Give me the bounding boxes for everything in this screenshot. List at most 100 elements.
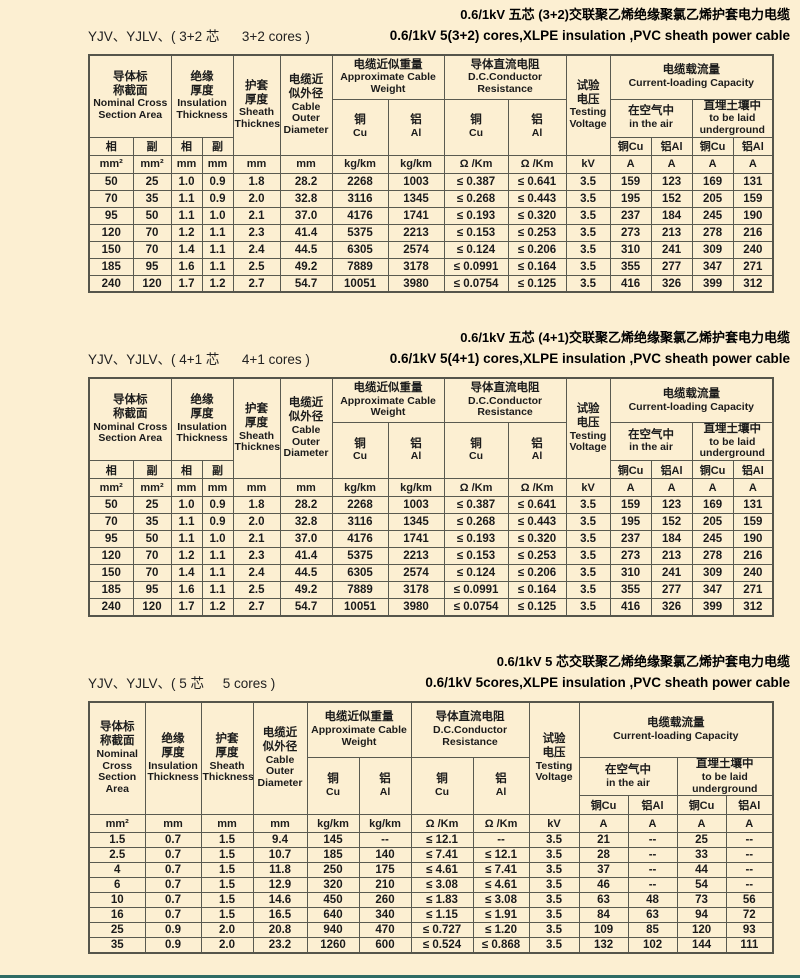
data-cell: 1.2 (170, 223, 203, 242)
data-cell: ≤ 1.20 (472, 922, 530, 939)
header-row: 导体标 称截面 Nominal Cross Section Area 绝缘 厚度… (88, 701, 774, 816)
table-row: 240 120 1.7 1.2 2.7 54.7 10051 3980 ≤ 0.0754 ≤ 0.… (88, 598, 774, 617)
data-cell: 35 (132, 189, 172, 208)
unit-cell: mm (252, 814, 308, 834)
data-cell: 70 (88, 513, 134, 532)
data-cell: 2.5 (232, 257, 281, 276)
header-label-cn: 铜 (436, 773, 448, 786)
data-cell: 5375 (331, 547, 389, 566)
data-cell: 450 (306, 892, 360, 909)
subcol-aux: 副 (132, 460, 172, 480)
data-cell: 470 (358, 922, 412, 939)
table-row: 50 25 1.0 0.9 1.8 28.2 2268 1003 ≤ 0.387 ≤ 0.641 3… (88, 496, 774, 515)
subcol-resistance-cu: 铜 Cu (443, 421, 509, 480)
data-cell: 185 (306, 847, 360, 864)
header-label-en: Nominal Cross Section Area (96, 747, 138, 796)
data-cell: -- (627, 862, 678, 879)
table-body: 50 25 1.0 0.9 1.8 28.2 2268 1003 ≤ 0.387 ≤ 0.641 3… (88, 496, 774, 617)
data-cell: ≤ 7.41 (472, 862, 530, 879)
data-cell: 111 (725, 937, 774, 954)
unit-cell: A (732, 154, 774, 174)
data-cell: 2.7 (232, 274, 281, 293)
data-cell: 48 (627, 892, 678, 909)
data-cell: 32.8 (279, 189, 333, 208)
data-cell: 3.5 (528, 877, 580, 894)
data-cell: 1.1 (170, 530, 203, 549)
data-cell: 240 (88, 598, 134, 617)
data-cell: 1.5 (200, 847, 254, 864)
header-label-en: to be laid underground (699, 112, 765, 137)
subcol-aux: 副 (201, 460, 234, 480)
data-cell: 2.5 (232, 581, 281, 600)
data-cell: 184 (650, 530, 693, 549)
unit-cell: mm (279, 154, 333, 174)
data-cell: 241 (650, 564, 693, 583)
data-cell: 309 (691, 240, 734, 259)
table-section: 0.6/1kV 五芯 (3+2)交联聚乙烯绝缘聚氯乙烯护套电力电缆 0.6/1k… (88, 0, 800, 294)
data-cell: ≤ 0.868 (472, 937, 530, 954)
data-cell: 25 (676, 832, 727, 849)
col-header-cable-weight: 电缆近似重量 Approximate Cable Weight (331, 377, 445, 423)
header-label-cn: 在空气中 (605, 763, 652, 776)
data-cell: 2213 (387, 223, 445, 242)
data-cell: 3.5 (565, 496, 611, 515)
header-label-cn: 电缆载流量 (662, 64, 721, 77)
bottom-edge-bar (0, 975, 800, 978)
header-row: 铜 Cu 铝 Al 铜 Cu 铝 Al (89, 98, 774, 156)
data-cell: 271 (732, 257, 774, 276)
units-row: mm² mm² mm mm mm mm kg/km kg/km Ω /Km Ω /Km kV A A A A (88, 154, 774, 174)
data-cell: 44.5 (279, 240, 333, 259)
subcol-al-air: 铝Al (627, 795, 678, 816)
data-cell: 3.5 (565, 240, 611, 259)
header-label-en: Cable Outer Diameter (283, 423, 329, 460)
col-header-testing-voltage: 试验 电压 Testing Voltage (565, 54, 611, 156)
data-cell: 5375 (331, 223, 389, 242)
data-cell: 49.2 (279, 581, 333, 600)
data-cell: ≤ 0.125 (507, 274, 567, 293)
unit-cell: kV (565, 154, 611, 174)
header-label-cn: 铜 (327, 773, 339, 786)
unit-cell: Ω /Km (443, 478, 509, 498)
data-cell: 16.5 (252, 907, 308, 924)
header-label-en: Testing Voltage (569, 429, 607, 454)
data-cell: 70 (132, 223, 172, 242)
data-cell: 1345 (387, 513, 445, 532)
header-row: 相 副 相 副 铜Cu 铝Al 铜Cu 铝Al (88, 136, 774, 156)
header-label-en: in the air (629, 118, 673, 131)
table-row: 120 70 1.2 1.1 2.3 41.4 5375 2213 ≤ 0.153 ≤ 0.253… (88, 547, 774, 566)
data-cell: ≤ 0.206 (507, 240, 567, 259)
header-label-en: Nominal Cross Section Area (93, 420, 168, 445)
data-cell: ≤ 0.0754 (443, 598, 509, 617)
header-label-en: in the air (606, 776, 650, 789)
data-cell: 50 (88, 172, 134, 191)
data-cell: 1.5 (200, 862, 254, 879)
data-cell: 3980 (387, 598, 445, 617)
unit-cell: Ω /Km (443, 154, 509, 174)
data-cell: 95 (88, 530, 134, 549)
data-cell: -- (725, 847, 774, 864)
data-cell: ≤ 0.387 (443, 172, 509, 191)
unit-cell: kg/km (387, 154, 445, 174)
header-label-en: Cable Outer Diameter (257, 753, 303, 790)
subcol-in-air: 在空气中 in the air (609, 421, 693, 462)
header-label-en: Insulation Thickness (147, 759, 199, 784)
table-row: 70 35 1.1 0.9 2.0 32.8 3116 1345 ≤ 0.268 ≤ 0.443 3… (88, 513, 774, 532)
data-cell: 2.0 (232, 513, 281, 532)
table-row: 16 0.7 1.5 16.5 640 340 ≤ 1.15 ≤ 1.91 3.5 84 63 94 7… (88, 907, 774, 924)
subcol-phase: 相 (170, 136, 203, 156)
data-cell: 184 (650, 206, 693, 225)
data-cell: 1.6 (170, 257, 203, 276)
data-cell: 54.7 (279, 274, 333, 293)
data-cell: ≤ 12.1 (472, 847, 530, 864)
header-label-cn: 直埋土壤中 (703, 422, 762, 435)
data-cell: 44.5 (279, 564, 333, 583)
table-title-en: 0.6/1kV 5cores,XLPE insulation ,PVC shea… (425, 674, 790, 690)
data-cell: 1.7 (170, 598, 203, 617)
data-cell: 123 (650, 496, 693, 515)
data-cell: 44 (676, 862, 727, 879)
data-cell: 355 (609, 581, 652, 600)
data-cell: 63 (627, 907, 678, 924)
col-header-current-capacity: 电缆载流量 Current-loading Capacity (609, 54, 774, 100)
unit-cell: mm (200, 814, 254, 834)
table-row: 70 35 1.1 0.9 2.0 32.8 3116 1345 ≤ 0.268 ≤ 0.443 3… (88, 189, 774, 208)
